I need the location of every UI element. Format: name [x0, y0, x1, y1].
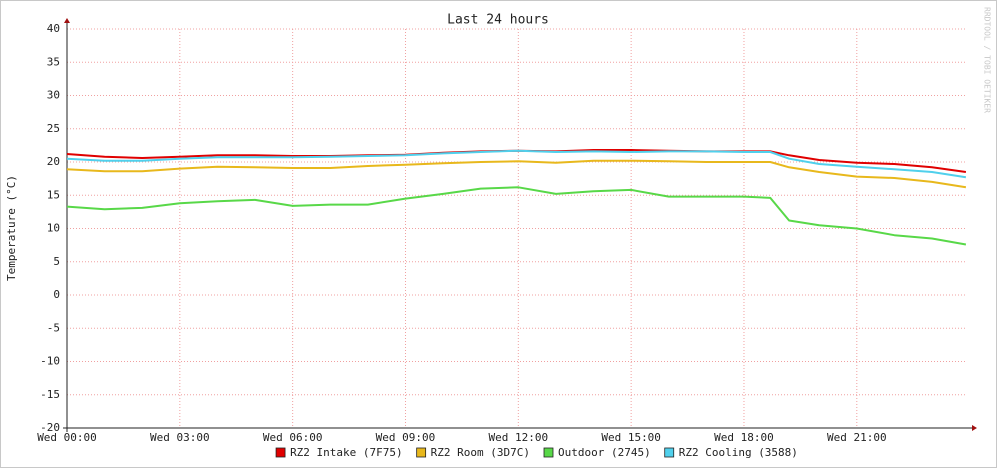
- chart-title: Last 24 hours: [447, 13, 549, 28]
- y-tick-label: 35: [47, 55, 60, 68]
- series-line: [66, 186, 967, 246]
- y-tick-label: 20: [47, 155, 60, 168]
- x-tick-label: Wed 03:00: [150, 431, 210, 444]
- x-tick-label: Wed 12:00: [489, 431, 549, 444]
- y-tick-label: 40: [47, 22, 60, 35]
- legend-label: RZ2 Room (3D7C): [431, 446, 530, 459]
- y-tick-label: 0: [53, 288, 60, 301]
- legend-item: Outdoor (2745): [543, 446, 651, 459]
- x-tick-label: Wed 15:00: [601, 431, 661, 444]
- x-tick-label: Wed 21:00: [827, 431, 887, 444]
- x-tick-label: Wed 09:00: [376, 431, 436, 444]
- y-tick-label: 5: [53, 255, 60, 268]
- series-line: [66, 159, 967, 189]
- legend-item: RZ2 Room (3D7C): [416, 446, 530, 459]
- x-tick-label: Wed 06:00: [263, 431, 323, 444]
- y-axis-arrow: [64, 18, 70, 23]
- x-axis-arrow: [972, 425, 977, 431]
- y-tick-label: 30: [47, 89, 60, 102]
- legend-swatch: [275, 447, 286, 458]
- legend-item: RZ2 Cooling (3588): [664, 446, 798, 459]
- y-tick-label: -10: [40, 355, 60, 368]
- y-tick-label: 15: [47, 188, 60, 201]
- watermark: RRDTOOL / TOBI OETIKER: [983, 7, 992, 113]
- y-axis-label: Temperature (°C): [5, 175, 18, 281]
- y-tick-label: 25: [47, 122, 60, 135]
- x-tick-label: Wed 00:00: [37, 431, 97, 444]
- legend-label: RZ2 Cooling (3588): [679, 446, 798, 459]
- series-line: [66, 149, 967, 179]
- legend-label: Outdoor (2745): [558, 446, 651, 459]
- legend-label: RZ2 Intake (7F75): [290, 446, 403, 459]
- y-tick-label: -15: [40, 388, 60, 401]
- y-tick-label: 10: [47, 222, 60, 235]
- y-tick-label: -5: [47, 321, 60, 334]
- legend-swatch: [664, 447, 675, 458]
- legend: RZ2 Intake (7F75) RZ2 Room (3D7C) Outdoor …: [275, 446, 798, 459]
- x-tick-label: Wed 18:00: [714, 431, 774, 444]
- legend-item: RZ2 Intake (7F75): [275, 446, 403, 459]
- y-tick-label: -20: [40, 421, 60, 434]
- legend-swatch: [543, 447, 554, 458]
- legend-swatch: [416, 447, 427, 458]
